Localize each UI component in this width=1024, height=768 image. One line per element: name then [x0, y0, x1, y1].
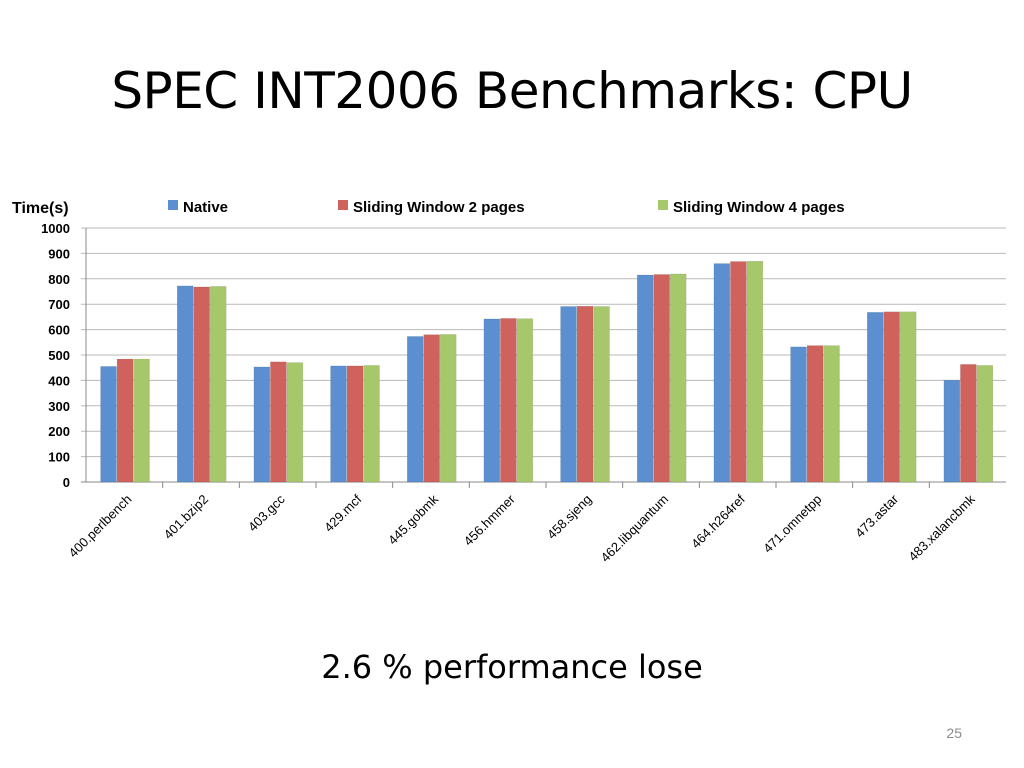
bar — [177, 285, 194, 483]
legend-swatch — [338, 200, 348, 210]
x-tick-label: 458.sjeng — [544, 492, 594, 542]
bar — [193, 286, 210, 483]
bar — [867, 312, 884, 483]
bar — [713, 263, 731, 483]
y-tick-label: 400 — [48, 373, 70, 388]
x-tick-label: 429.mcf — [321, 491, 365, 535]
y-tick-label: 600 — [48, 323, 70, 338]
y-tick-label: 1000 — [41, 221, 70, 236]
x-tick-label: 483.xalancbmk — [905, 491, 978, 564]
x-axis-ticks: 400.perlbench 401.bzip2 403.gcc 429.mcf 445.… — [66, 491, 979, 565]
bar — [210, 286, 227, 483]
bar — [116, 358, 134, 483]
bar — [806, 345, 824, 483]
bar — [943, 379, 961, 483]
x-tick-label: 403.gcc — [245, 491, 288, 534]
bar — [637, 274, 654, 483]
bar — [330, 365, 347, 483]
x-tick-label: 456.hmmer — [461, 491, 519, 549]
page-number: 25 — [946, 725, 962, 741]
y-tick-label: 700 — [48, 297, 70, 312]
caption: 2.6 % performance lose — [321, 648, 703, 686]
x-tick-label: 471.omnetpp — [760, 492, 824, 556]
bar — [253, 366, 271, 483]
bar — [790, 346, 807, 483]
bar — [746, 261, 764, 483]
y-tick-label: 200 — [48, 424, 70, 439]
y-axis-label: Time(s) — [12, 200, 69, 217]
x-tick-label: 401.bzip2 — [161, 492, 211, 542]
y-tick-label: 800 — [48, 272, 70, 287]
y-tick-label: 900 — [48, 246, 70, 261]
bar — [133, 358, 150, 483]
gridlines — [81, 227, 1006, 488]
y-tick-label: 500 — [48, 348, 70, 363]
x-tick-label: 445.gobmk — [385, 491, 441, 547]
bar — [407, 336, 424, 483]
bar — [593, 306, 610, 483]
bars — [100, 261, 994, 483]
bar — [500, 318, 517, 483]
bar — [560, 306, 577, 483]
x-tick-label: 462.libquantum — [598, 492, 671, 565]
bar — [576, 305, 594, 483]
bar — [100, 366, 117, 483]
bar — [440, 334, 457, 483]
x-tick-label: 400.perlbench — [66, 492, 135, 561]
bar — [346, 365, 364, 483]
bar — [286, 362, 304, 483]
y-axis-ticks: 0 100 200 300 400 500 600 700 800 900 1000 — [41, 221, 70, 490]
bar — [423, 334, 440, 483]
legend-label: Sliding Window 4 pages — [673, 199, 845, 216]
y-tick-label: 100 — [48, 450, 70, 465]
slide-title: SPEC INT2006 Benchmarks: CPU — [111, 62, 913, 120]
bar — [516, 318, 534, 483]
x-tick-label: 473.astar — [852, 491, 901, 540]
bar — [730, 261, 747, 483]
legend-label: Sliding Window 2 pages — [353, 199, 525, 216]
x-tick-label: 464.h264ref — [688, 491, 748, 551]
bar — [976, 365, 994, 483]
bar — [483, 318, 501, 483]
bar-chart: 0 100 200 300 400 500 600 700 800 900 1000 400.per… — [12, 199, 1006, 565]
y-tick-label: 300 — [48, 399, 70, 414]
bar — [270, 361, 287, 483]
bar — [670, 273, 687, 483]
bar — [900, 311, 917, 483]
bar — [883, 311, 900, 483]
legend-swatch — [658, 200, 668, 210]
bar — [960, 364, 977, 483]
y-tick-label: 0 — [63, 475, 70, 490]
bar — [653, 274, 670, 483]
legend-label: Native — [183, 199, 228, 216]
legend-swatch — [168, 200, 178, 210]
bar — [363, 365, 380, 483]
legend: Native Sliding Window 2 pages Sliding Wind… — [168, 199, 845, 216]
bar — [823, 345, 840, 483]
